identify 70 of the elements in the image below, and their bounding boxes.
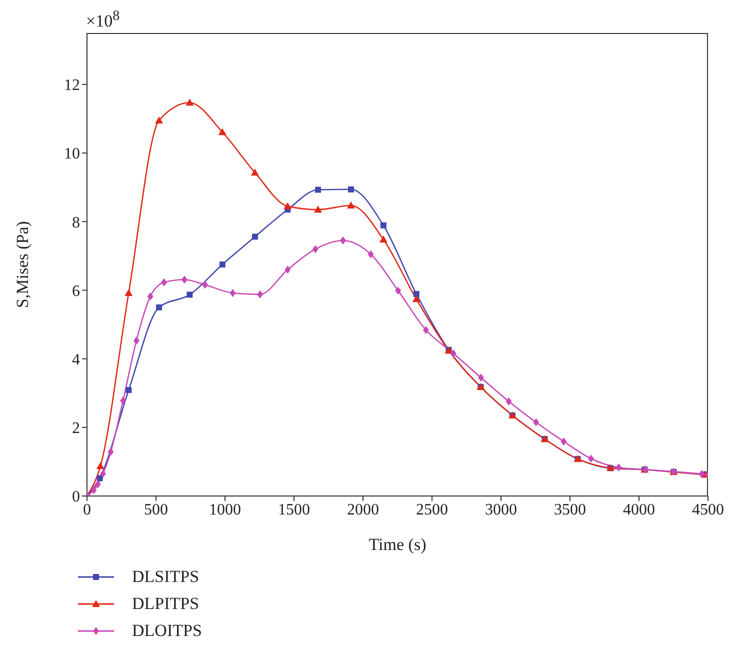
point — [90, 486, 97, 494]
point — [380, 222, 386, 228]
x-tick-label: 2000 — [347, 501, 379, 518]
point — [96, 462, 104, 470]
point — [560, 437, 567, 446]
y-tick-label: 8 — [72, 214, 80, 232]
y-tick-label: 2 — [72, 420, 80, 438]
y-tick-label: 0 — [72, 488, 80, 506]
point — [202, 280, 208, 289]
y-tick-label: 12 — [64, 77, 80, 94]
x-tick-label: 1000 — [209, 501, 241, 518]
point — [186, 98, 194, 106]
point — [412, 295, 420, 302]
point — [250, 168, 259, 176]
y-axis-title: S,Mises (Pa) — [13, 221, 32, 308]
point — [96, 475, 103, 482]
x-tick-label: 4500 — [692, 501, 724, 518]
point — [284, 202, 292, 210]
point — [413, 290, 420, 297]
point — [120, 396, 126, 405]
point — [133, 336, 140, 345]
point — [218, 128, 226, 136]
point — [230, 288, 236, 297]
point — [161, 278, 168, 286]
point — [155, 116, 164, 124]
point — [156, 304, 162, 310]
legend-label: DLOITPS — [132, 620, 202, 640]
point — [181, 276, 188, 284]
point — [368, 250, 374, 258]
point — [252, 234, 258, 240]
point — [348, 186, 354, 192]
point — [186, 292, 193, 298]
x-tick-label: 500 — [144, 501, 168, 518]
point — [588, 454, 594, 463]
point — [450, 349, 456, 358]
point — [126, 387, 132, 394]
point — [422, 326, 429, 334]
x-axis-title: Time (s) — [368, 535, 426, 554]
point — [346, 202, 355, 209]
point — [108, 448, 114, 456]
point — [315, 186, 322, 193]
x-tick-label: 4000 — [623, 501, 655, 518]
point — [284, 266, 291, 274]
x-tick-label: 2500 — [416, 501, 448, 518]
point — [219, 262, 226, 268]
point — [312, 245, 318, 254]
text: ×10$^{8}$ — [86, 8, 120, 32]
point — [506, 397, 512, 406]
y-tick-label: 10 — [64, 146, 80, 163]
point — [616, 464, 622, 472]
x-tick-label: 0 — [83, 501, 91, 518]
point — [147, 292, 154, 300]
point — [533, 418, 540, 426]
y-tick-label: 6 — [72, 282, 80, 300]
x-tick-label: 3000 — [485, 501, 517, 518]
point — [257, 290, 264, 298]
x-tick-label: 3500 — [554, 501, 586, 518]
point — [100, 470, 106, 478]
point — [124, 288, 133, 296]
legend-label: DLSITPS — [132, 566, 200, 586]
point — [314, 206, 322, 213]
point — [395, 286, 402, 295]
point — [94, 480, 101, 488]
legend-label: DLPITPS — [132, 594, 200, 614]
y-tick-label: 4 — [72, 351, 80, 368]
point — [379, 235, 388, 242]
x-tick-label: 1500 — [278, 501, 310, 518]
point — [340, 236, 346, 244]
point — [698, 470, 705, 478]
point — [478, 374, 484, 382]
